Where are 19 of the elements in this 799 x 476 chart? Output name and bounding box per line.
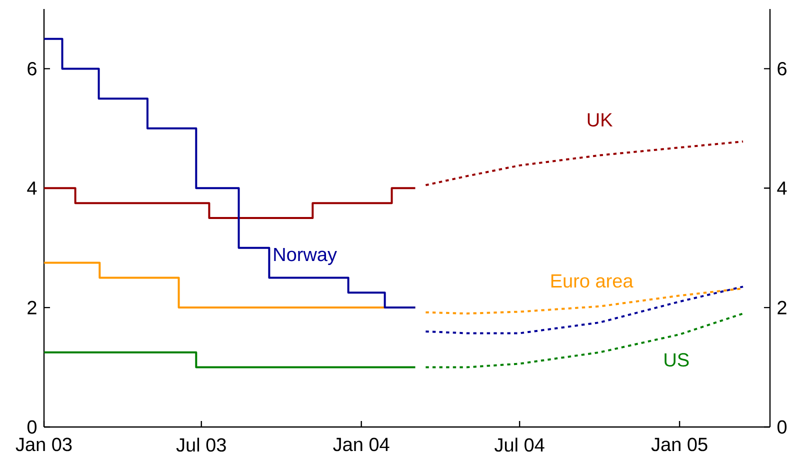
y2-tick-label: 0 [777, 420, 787, 434]
y2-tick-label: 2 [778, 300, 786, 314]
series-label: Norway [274, 248, 337, 265]
line-series [424, 140, 744, 186]
series-label: US [664, 353, 689, 367]
y2-tick-label: 4 [777, 182, 787, 195]
x-tick-label: Jan 03 [16, 438, 72, 452]
y-tick-label: 4 [27, 182, 37, 195]
x-tick-label: Jul 03 [176, 438, 226, 452]
y-tick-label: 6 [28, 62, 36, 76]
line-series [424, 312, 744, 368]
y-tick-label: 2 [28, 300, 36, 314]
series-label: Euro area [551, 274, 634, 288]
x-tick-label: Jan 05 [651, 438, 708, 452]
y-tick-label: 0 [27, 420, 37, 434]
x-tick-label: Jan 04 [333, 438, 390, 452]
y2-tick-label: 6 [778, 62, 786, 76]
series-label: UK [588, 113, 613, 127]
x-tick-label: Jul 04 [494, 438, 544, 452]
